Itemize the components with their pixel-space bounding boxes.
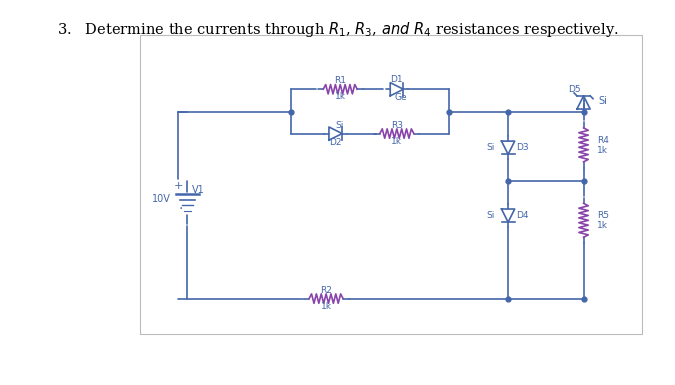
Text: D1: D1 xyxy=(391,75,403,84)
Text: ·: · xyxy=(178,202,183,216)
FancyBboxPatch shape xyxy=(140,35,642,335)
Text: R4: R4 xyxy=(597,136,609,145)
Text: Si: Si xyxy=(335,121,344,130)
Text: 1k: 1k xyxy=(335,92,346,101)
Text: 1k: 1k xyxy=(321,301,331,311)
Text: 1k: 1k xyxy=(392,137,402,146)
Text: 1k: 1k xyxy=(597,146,608,155)
Text: 1k: 1k xyxy=(597,221,608,231)
Text: R3: R3 xyxy=(391,121,403,130)
Text: R1: R1 xyxy=(334,76,346,85)
Text: V1: V1 xyxy=(192,185,205,195)
Text: Si: Si xyxy=(487,211,495,220)
Text: 10V: 10V xyxy=(152,194,171,204)
Text: Si: Si xyxy=(599,95,608,105)
Text: R2: R2 xyxy=(320,286,332,295)
Text: +: + xyxy=(173,181,183,191)
Text: Ge: Ge xyxy=(394,93,407,102)
Text: D3: D3 xyxy=(516,143,529,152)
Text: D5: D5 xyxy=(568,85,580,94)
Text: D2: D2 xyxy=(329,139,342,147)
Text: Si: Si xyxy=(487,143,495,152)
Text: 3.   Determine the currents through $R_1$, $R_3$, $and\ R_4$ resistances respect: 3. Determine the currents through $R_1$,… xyxy=(57,20,618,39)
Text: D4: D4 xyxy=(516,211,528,220)
Text: R5: R5 xyxy=(597,211,609,220)
